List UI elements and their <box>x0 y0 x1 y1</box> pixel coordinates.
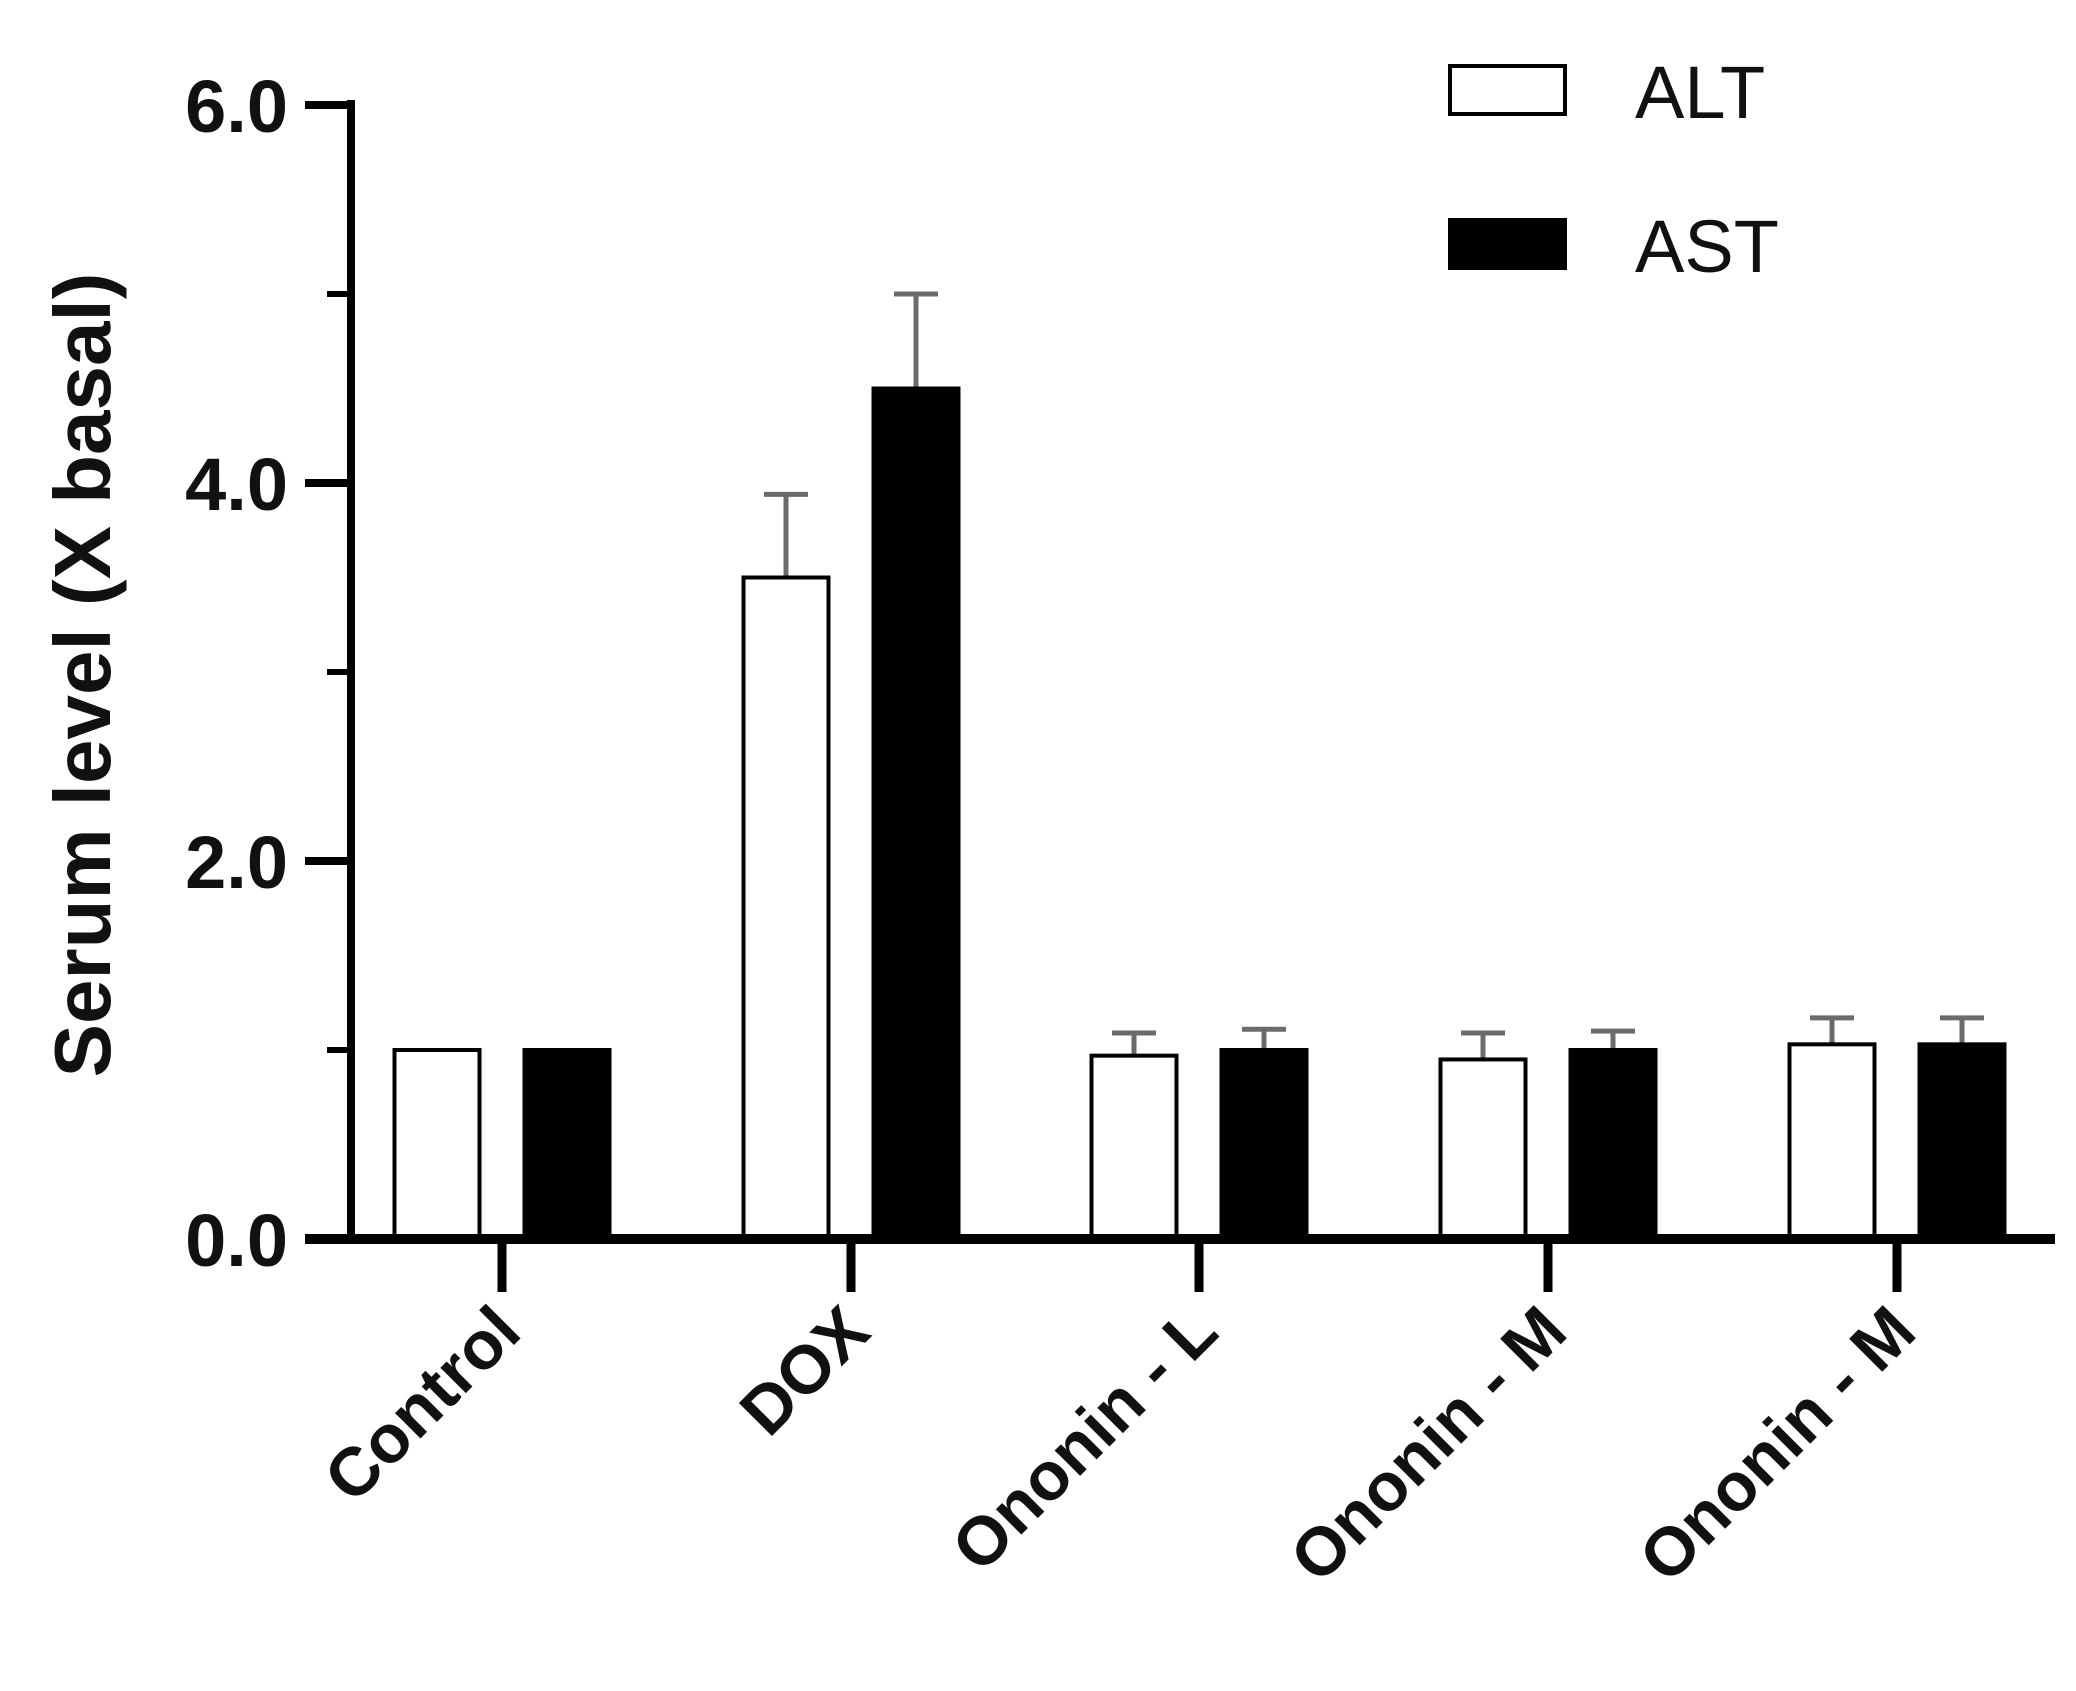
legend-label-ast: AST <box>1635 205 1779 288</box>
bar-alt-3 <box>1438 1057 1528 1241</box>
x-tick-label-3: Ononin - M <box>1276 1292 1581 1597</box>
bar-ast-3 <box>1568 1048 1658 1241</box>
y-tick-label-2: 4.0 <box>185 443 288 526</box>
x-ticks <box>497 1239 1902 1292</box>
x-tick-label-2: Ononin - L <box>938 1292 1232 1586</box>
bars <box>392 386 2007 1242</box>
bar-alt-4 <box>1787 1042 1877 1241</box>
legend-swatch-alt <box>1448 64 1567 116</box>
bar-alt-0 <box>392 1048 482 1241</box>
bar-alt-1 <box>741 575 831 1241</box>
bar-ast-4 <box>1917 1042 2007 1241</box>
bar-ast-1 <box>871 386 961 1241</box>
legend-swatch-ast <box>1448 218 1567 270</box>
y-ticks <box>305 101 351 1243</box>
y-tick-label-1: 2.0 <box>185 821 288 904</box>
error-bars <box>764 291 1984 1060</box>
y-axis-title: Serum level (X basal) <box>38 273 127 1078</box>
x-tick-label-1: DOX <box>726 1292 884 1450</box>
x-tick-labels: Control DOX Ononin - L Ononin - M Ononin - M <box>310 1292 1930 1597</box>
bar-ast-2 <box>1219 1048 1309 1241</box>
x-tick-label-0: Control <box>310 1292 535 1517</box>
bar-ast-0 <box>522 1048 612 1241</box>
legend: ALT AST <box>1448 51 1779 288</box>
y-tick-labels: 0.0 2.0 4.0 6.0 <box>185 65 288 1282</box>
x-tick-label-4: Ononin - M <box>1625 1292 1930 1597</box>
y-tick-label-3: 6.0 <box>185 65 288 148</box>
plot-area: 0.02.04.06.0 Control DOX Ononin - L Ononin … <box>185 65 2055 1597</box>
bar-alt-2 <box>1089 1053 1179 1242</box>
legend-label-alt: ALT <box>1635 51 1765 134</box>
y-tick-label-0: 0.0 <box>185 1199 288 1282</box>
